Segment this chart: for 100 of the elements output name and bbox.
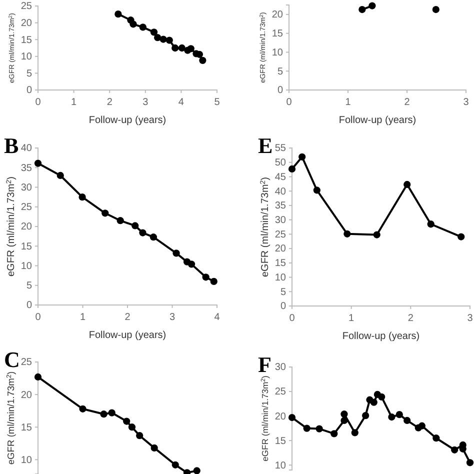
y-tick-label: 10 — [274, 460, 286, 472]
point — [288, 165, 296, 173]
x-tick-label: 3 — [142, 97, 149, 108]
point — [128, 424, 136, 431]
point — [427, 220, 434, 228]
x-tick-label: 4 — [178, 97, 184, 108]
point — [210, 278, 218, 286]
point — [351, 429, 358, 436]
y-tick-label: 10 — [20, 260, 32, 272]
x-tick-label: 3 — [463, 97, 470, 108]
point — [136, 432, 144, 440]
y-tick-label: 0 — [277, 85, 284, 96]
y-tick-label: 40 — [274, 186, 286, 198]
y-tick-label: 0 — [280, 301, 286, 312]
y-tick-label: 5 — [280, 286, 286, 298]
point — [139, 24, 146, 31]
point — [150, 234, 158, 241]
chart-title: C — [4, 347, 20, 372]
chart-title: B — [4, 133, 19, 158]
point — [193, 467, 200, 474]
y-tick-label: 10 — [20, 52, 32, 63]
y-tick-label: 25 — [274, 229, 286, 240]
y-tick-label: 30 — [274, 362, 286, 374]
point — [160, 36, 167, 43]
point — [187, 45, 194, 52]
y-tick-label: 30 — [20, 182, 32, 194]
y-tick-label: 35 — [274, 200, 286, 212]
point — [373, 231, 380, 238]
x-tick-label: 5 — [214, 97, 220, 108]
point — [132, 222, 139, 230]
point — [56, 172, 64, 180]
y-tick-label: 15 — [20, 422, 32, 434]
x-tick-label: 3 — [169, 312, 176, 323]
y-tick-label: 40 — [20, 143, 32, 154]
x-tick-label: 4 — [214, 312, 220, 323]
point — [404, 180, 411, 188]
point — [172, 44, 179, 52]
point — [116, 217, 124, 224]
chart-title: F — [258, 352, 272, 377]
point — [123, 418, 130, 425]
y-tick-label: 25 — [20, 1, 32, 12]
y-tick-label: 10 — [20, 454, 32, 466]
y-tick-label: 35 — [20, 162, 32, 174]
point — [188, 260, 196, 268]
y-tick-label: 30 — [274, 215, 286, 226]
y-tick-label: 15 — [274, 436, 286, 447]
x-tick-label: 1 — [348, 313, 355, 324]
y-tick-label: 20 — [274, 411, 286, 422]
y-tick-label: 25 — [20, 202, 32, 214]
y-tick-label: 0 — [26, 300, 32, 312]
point — [178, 44, 186, 52]
point — [114, 10, 122, 18]
point — [362, 412, 370, 420]
point — [458, 233, 465, 240]
point — [78, 194, 86, 201]
point — [108, 409, 116, 416]
x-tick-label: 1 — [345, 97, 352, 108]
y-tick-label: 55 — [274, 143, 286, 154]
x-tick-label: 2 — [106, 97, 113, 108]
point — [396, 411, 403, 418]
point — [298, 153, 306, 160]
x-tick-label: 0 — [35, 97, 42, 108]
point — [313, 186, 320, 194]
point — [466, 459, 474, 466]
y-tick-label: 15 — [272, 28, 284, 40]
x-axis-title: Follow-up (years) — [88, 330, 166, 341]
point — [418, 422, 426, 430]
y-tick-label: 5 — [26, 280, 32, 292]
y-tick-label: 10 — [272, 47, 284, 58]
y-tick-label: 0 — [26, 85, 32, 96]
y-tick-label: 5 — [26, 68, 32, 80]
y-tick-label: 50 — [274, 158, 286, 169]
point — [139, 229, 146, 236]
point — [166, 36, 173, 44]
y-tick-label: 25 — [274, 386, 286, 398]
point — [330, 430, 338, 438]
y-tick-label: 45 — [274, 172, 286, 183]
x-axis-title: Follow-up (years) — [342, 331, 420, 342]
point — [154, 34, 162, 42]
y-tick-label: 20 — [272, 10, 284, 21]
point — [150, 28, 158, 36]
x-axis-title: Follow-up (years) — [338, 115, 416, 126]
point — [340, 410, 348, 418]
x-axis-title: Follow-up (years) — [88, 115, 166, 126]
point — [199, 56, 206, 64]
y-tick-label: 20 — [274, 244, 286, 255]
point — [340, 416, 348, 424]
point — [316, 425, 323, 432]
x-tick-label: 0 — [35, 312, 42, 323]
point — [388, 413, 396, 421]
chart-title: E — [258, 133, 273, 158]
y-tick-label: 20 — [20, 222, 32, 233]
point — [34, 160, 42, 167]
point — [378, 393, 386, 400]
y-tick-label: 5 — [277, 66, 284, 78]
point — [172, 461, 179, 468]
x-tick-label: 0 — [289, 313, 296, 324]
point — [150, 444, 158, 452]
point — [102, 210, 109, 217]
x-tick-label: 2 — [124, 312, 131, 323]
